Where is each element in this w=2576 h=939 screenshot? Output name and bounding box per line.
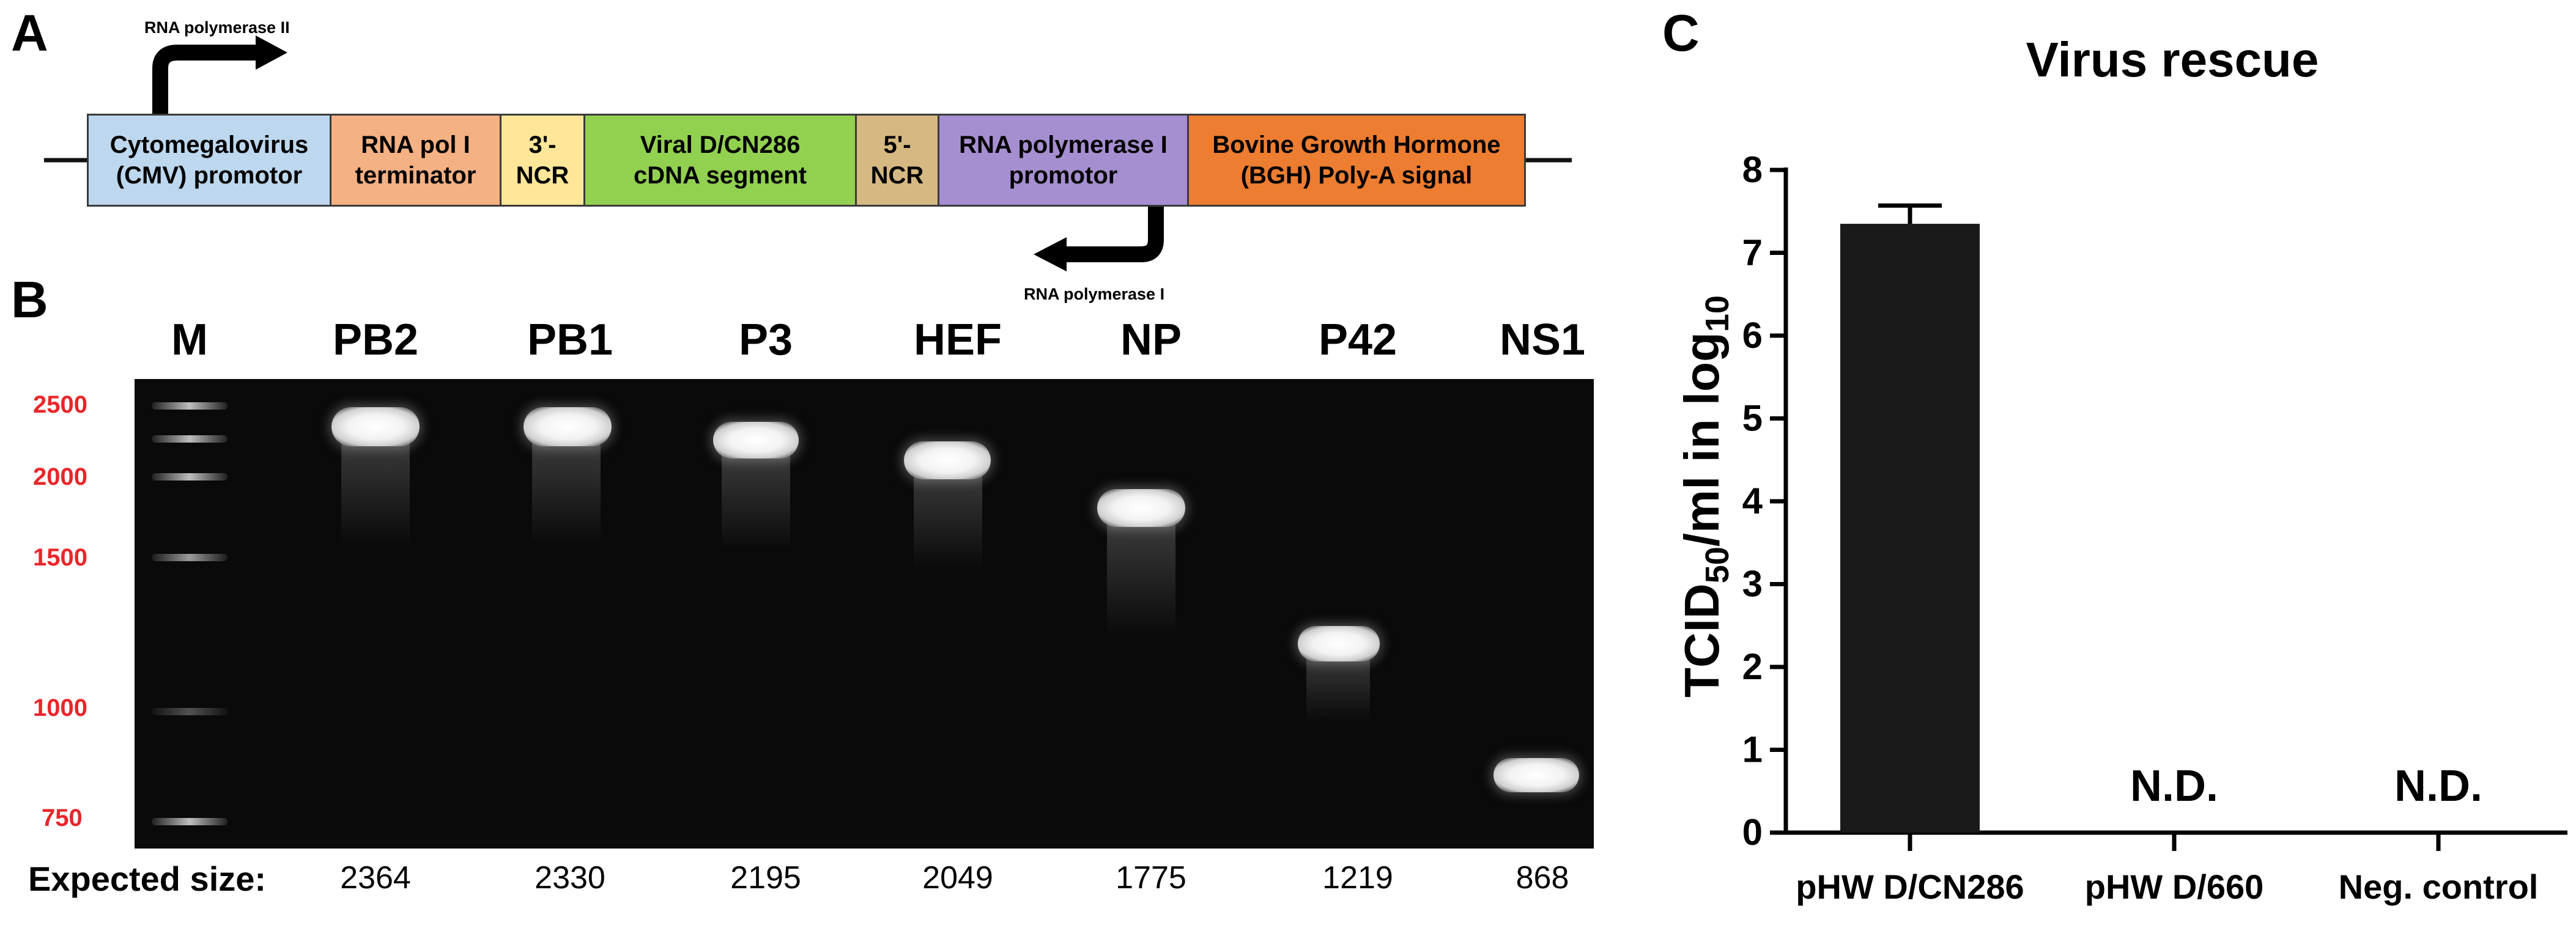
gel-band-p42	[1298, 626, 1380, 661]
marker-size-label: 2000	[33, 463, 87, 490]
y-axis-title-sub2: 10	[1699, 295, 1736, 332]
lane-label: PB1	[527, 315, 613, 364]
x-tick-label: Neg. control	[2339, 867, 2539, 906]
pol1-label: RNA polymerase I	[1024, 285, 1165, 303]
y-tick-label: 5	[1742, 398, 1763, 439]
segment-pol1-promotor: RNA polymerase I promotor	[938, 114, 1189, 207]
band-smear	[1107, 514, 1175, 636]
value-label: N.D.	[2394, 762, 2482, 811]
gel-band-p3	[713, 422, 799, 458]
expected-size-value: 868	[1516, 860, 1569, 896]
pol2-arrowhead-icon	[256, 35, 287, 70]
lane-label: NS1	[1499, 315, 1586, 364]
marker-size-label: 1000	[33, 694, 87, 721]
gel-band-pb2	[331, 407, 420, 446]
chart-title: Virus rescue	[2026, 32, 2319, 87]
segment-bgh-polya: Bovine Growth Hormone (BGH) Poly-A signa…	[1187, 114, 1526, 207]
bar	[1840, 224, 1980, 833]
expected-size-label: Expected size:	[28, 860, 267, 898]
marker-size-label: 1500	[33, 544, 87, 571]
virus-rescue-chart: TCID50/ml in log10 0 1 2 3 4 5 6 7 8 pHW D/CN286 p…	[1675, 149, 2567, 906]
y-tick-label: 8	[1742, 149, 1763, 190]
panel-b-letter: B	[11, 271, 48, 328]
expected-size-value: 1775	[1116, 860, 1186, 896]
segment-5-ncr: 5'- NCR	[855, 114, 939, 207]
expected-size-value: 2049	[922, 860, 993, 896]
y-tick-label: 1	[1742, 729, 1763, 770]
y-axis-title: TCID50/ml in log10	[1675, 295, 1736, 698]
ladder-band	[152, 435, 228, 443]
construct-diagram	[44, 35, 1572, 271]
lane-label: NP	[1120, 315, 1182, 364]
y-axis-title-mid: /ml in log	[1675, 332, 1729, 547]
lane-label: PB2	[332, 315, 419, 364]
y-axis-title-main: TCID	[1675, 583, 1729, 698]
value-label: N.D.	[2130, 762, 2218, 811]
gel-band-ns1	[1493, 758, 1579, 792]
ladder-band	[152, 473, 228, 481]
pol2-label: RNA polymerase II	[144, 18, 290, 37]
y-tick-label: 0	[1742, 812, 1763, 853]
ladder-band	[152, 554, 228, 561]
ladder-band	[152, 402, 228, 410]
gel-band-np	[1097, 489, 1185, 527]
y-axis-title-sub: 50	[1699, 547, 1736, 583]
lane-label: HEF	[914, 315, 1002, 364]
segment-pol1-terminator: RNA pol I terminator	[330, 114, 502, 207]
y-tick-label: 3	[1742, 564, 1763, 605]
chart-axes: 0 1 2 3 4 5 6 7 8 pHW D/CN286 pHW D/660 Neg. contro…	[1742, 149, 2567, 906]
panel-a-letter: A	[11, 4, 48, 62]
gel-band-pb1	[524, 407, 612, 446]
y-tick-label: 7	[1742, 232, 1763, 273]
band-smear	[341, 434, 410, 544]
segment-viral-cdna: Viral D/CN286 cDNA segment	[583, 114, 857, 207]
expected-size-value: 1219	[1322, 860, 1393, 896]
expected-size-value: 2195	[730, 860, 801, 896]
pol1-arrow-icon	[1064, 207, 1164, 262]
gel-band-hef	[904, 441, 991, 479]
lane-label: P3	[738, 315, 793, 364]
panel-c-letter: C	[1662, 4, 1700, 62]
expected-size-value: 2330	[535, 860, 605, 896]
ladder-band	[152, 818, 228, 825]
band-smear	[532, 434, 601, 544]
marker-size-label: 750	[42, 805, 83, 831]
lane-label: P42	[1318, 315, 1397, 364]
x-tick-label: pHW D/660	[2085, 867, 2264, 906]
band-smear	[722, 446, 790, 550]
x-tick-label: pHW D/CN286	[1796, 867, 2024, 906]
expected-size-value: 2364	[340, 860, 411, 896]
y-tick-label: 2	[1742, 646, 1763, 687]
lane-label-marker: M	[171, 315, 208, 364]
y-tick-label: 4	[1742, 481, 1763, 521]
chart-bars: N.D. N.D.	[1840, 203, 2482, 833]
pol1-arrowhead-icon	[1034, 237, 1067, 271]
segment-3-ncr: 3'- NCR	[500, 114, 585, 207]
gel-image	[135, 379, 1594, 849]
ladder-band	[152, 708, 228, 715]
pol2-arrow-icon	[152, 45, 257, 114]
band-smear	[914, 465, 982, 569]
y-tick-label: 6	[1742, 315, 1763, 356]
segment-cmv-promotor: Cytomegalovirus (CMV) promotor	[87, 114, 331, 207]
svg-text:TCID50/ml in log10: TCID50/ml in log10	[1675, 295, 1736, 698]
marker-size-label: 2500	[33, 391, 87, 418]
